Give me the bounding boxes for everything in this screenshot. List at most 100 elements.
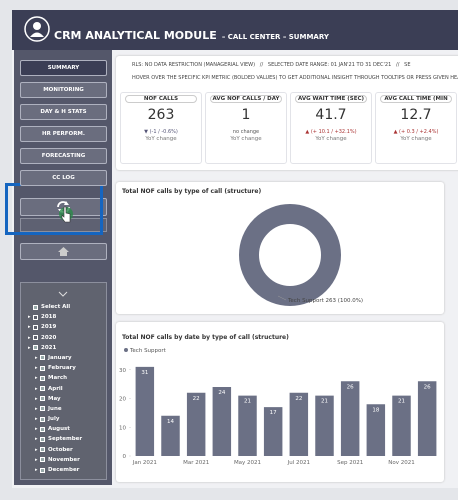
filter-item[interactable]: ▸ September xyxy=(35,435,106,443)
kpi-note: YoY change xyxy=(400,136,432,142)
header-bar xyxy=(12,10,458,50)
kpi-card: NOF CALLS 263 ▼ (-1 / -0.6%) YoY change xyxy=(120,92,202,164)
x-tick-label: Nov 2021 xyxy=(388,460,414,466)
bar xyxy=(135,366,155,456)
nav-button[interactable]: HR PERFORM. xyxy=(20,126,107,142)
filter-label: March xyxy=(48,375,68,382)
kpi-card: AVG NOF CALLS / DAY 1 no change YoY change xyxy=(205,92,287,164)
filter-item[interactable]: Select All xyxy=(33,303,106,311)
filter-item[interactable]: ▸ December xyxy=(35,466,106,474)
x-tick-label: Jul 2021 xyxy=(287,460,310,466)
checkbox xyxy=(33,304,38,310)
filter-label: May xyxy=(48,395,61,402)
data-label: 18 xyxy=(372,407,379,413)
kpi-card: AVG CALL TIME (MIN 12.7 ▲ (+ 0.3 / +2.4%) Y… xyxy=(375,92,457,164)
legend-marker xyxy=(124,348,128,352)
bar xyxy=(161,415,180,456)
filter-label: April xyxy=(48,385,63,392)
checkbox xyxy=(40,426,45,432)
filter-item[interactable]: ▸ 2018 xyxy=(28,313,106,321)
expand-arrow: ▸ xyxy=(35,405,38,412)
kpi-title: AVG WAIT TIME (SEC) xyxy=(295,95,367,103)
filter-label: September xyxy=(48,436,83,443)
filter-item[interactable]: ▸ January xyxy=(35,354,106,362)
filter-item[interactable]: ▸ May xyxy=(35,395,106,403)
nav-button[interactable]: SUMMARY xyxy=(20,60,107,76)
info-line: RLS: NO DATA RESTRICTION (MANAGERIAL VIE… xyxy=(132,62,411,68)
filter-label: Select All xyxy=(41,304,71,310)
filter-item[interactable]: ▸ June xyxy=(35,405,106,413)
bar xyxy=(340,381,360,456)
bar xyxy=(289,392,309,456)
data-label: 21 xyxy=(244,399,251,405)
filter-label: February xyxy=(48,365,76,372)
filter-label: August xyxy=(48,426,70,433)
filter-item[interactable]: ▸ 2019 xyxy=(28,323,106,331)
kpi-title: AVG CALL TIME (MIN xyxy=(380,95,452,103)
cursor xyxy=(59,206,73,223)
bar xyxy=(263,407,283,456)
kpi-value: 12.7 xyxy=(400,107,432,123)
checkbox xyxy=(40,355,45,361)
filter-label: 2021 xyxy=(41,344,57,351)
bar xyxy=(238,395,257,456)
x-tick-label: Jan 2021 xyxy=(132,460,157,466)
filter-item[interactable]: ▸ April xyxy=(35,385,106,393)
data-label: 21 xyxy=(398,399,405,405)
kpi-note: YoY change xyxy=(230,136,262,142)
checkbox xyxy=(33,335,38,341)
kpi-value: 263 xyxy=(147,107,175,123)
filter-label: July xyxy=(48,416,60,423)
data-label: 14 xyxy=(167,419,174,425)
data-label: 21 xyxy=(321,399,328,405)
expand-arrow: ▸ xyxy=(35,365,38,372)
expand-arrow: ▸ xyxy=(35,416,38,423)
bar xyxy=(417,381,437,456)
filter-item[interactable]: ▸ 2021 xyxy=(28,344,106,352)
filter-item[interactable]: ▸ 2020 xyxy=(28,334,106,342)
checkbox xyxy=(40,396,45,402)
x-tick-label: May 2021 xyxy=(234,460,261,466)
filter-panel: Select All ▸ 2018 ▸ 2019 ▸ 2020 ▸ 2021 ▸ January ▸ F… xyxy=(20,282,107,480)
checkbox xyxy=(40,375,45,381)
y-tick-label: 10 xyxy=(119,425,126,431)
bar xyxy=(366,404,386,456)
expand-arrow: ▸ xyxy=(28,314,31,321)
kpi-change: ▼ (-1 / -0.6%) xyxy=(144,129,178,135)
filter-label: 2020 xyxy=(41,334,57,341)
filter-item[interactable]: ▸ July xyxy=(35,415,106,423)
chart-title: Total NOF calls by type of call (structu… xyxy=(122,188,261,195)
checkbox xyxy=(40,457,45,463)
kpi-change: no change xyxy=(232,129,260,135)
nav-button[interactable]: DAY & H STATS xyxy=(20,104,107,120)
data-label: 17 xyxy=(270,410,277,416)
expand-arrow: ▸ xyxy=(28,334,31,341)
leader-line xyxy=(277,295,287,301)
checkbox xyxy=(40,365,45,371)
y-tick-label: 20 xyxy=(119,397,126,403)
data-label: 24 xyxy=(218,390,225,396)
header-subtitle: – CALL CENTER – SUMMARY xyxy=(221,33,329,41)
kpi-title: NOF CALLS xyxy=(125,95,197,103)
kpi-change: ▲ (+ 10.1 / +32.1%) xyxy=(305,129,357,135)
home-button[interactable] xyxy=(20,243,107,260)
filter-item[interactable]: ▸ February xyxy=(35,364,106,372)
filter-item[interactable]: ▸ August xyxy=(35,425,106,433)
filter-label: 2018 xyxy=(41,314,57,321)
checkbox xyxy=(33,324,38,330)
filter-item[interactable]: ▸ March xyxy=(35,374,106,382)
checkbox xyxy=(40,416,45,422)
nav-button[interactable]: FORECASTING xyxy=(20,148,107,164)
data-label: 26 xyxy=(424,384,431,390)
expand-arrow: ▸ xyxy=(35,446,38,453)
data-label: Tech Support 263 (100.0%) xyxy=(287,298,363,304)
expand-arrow: ▸ xyxy=(28,324,31,331)
checkbox xyxy=(33,345,38,351)
filter-label: October xyxy=(48,446,73,453)
filter-item[interactable]: ▸ November xyxy=(35,456,106,464)
expand-arrow: ▸ xyxy=(35,375,38,382)
filter-item[interactable]: ▸ October xyxy=(35,446,106,454)
nav-button[interactable]: MONITORING xyxy=(20,82,107,98)
nav-button[interactable]: CC LOG xyxy=(20,170,107,186)
